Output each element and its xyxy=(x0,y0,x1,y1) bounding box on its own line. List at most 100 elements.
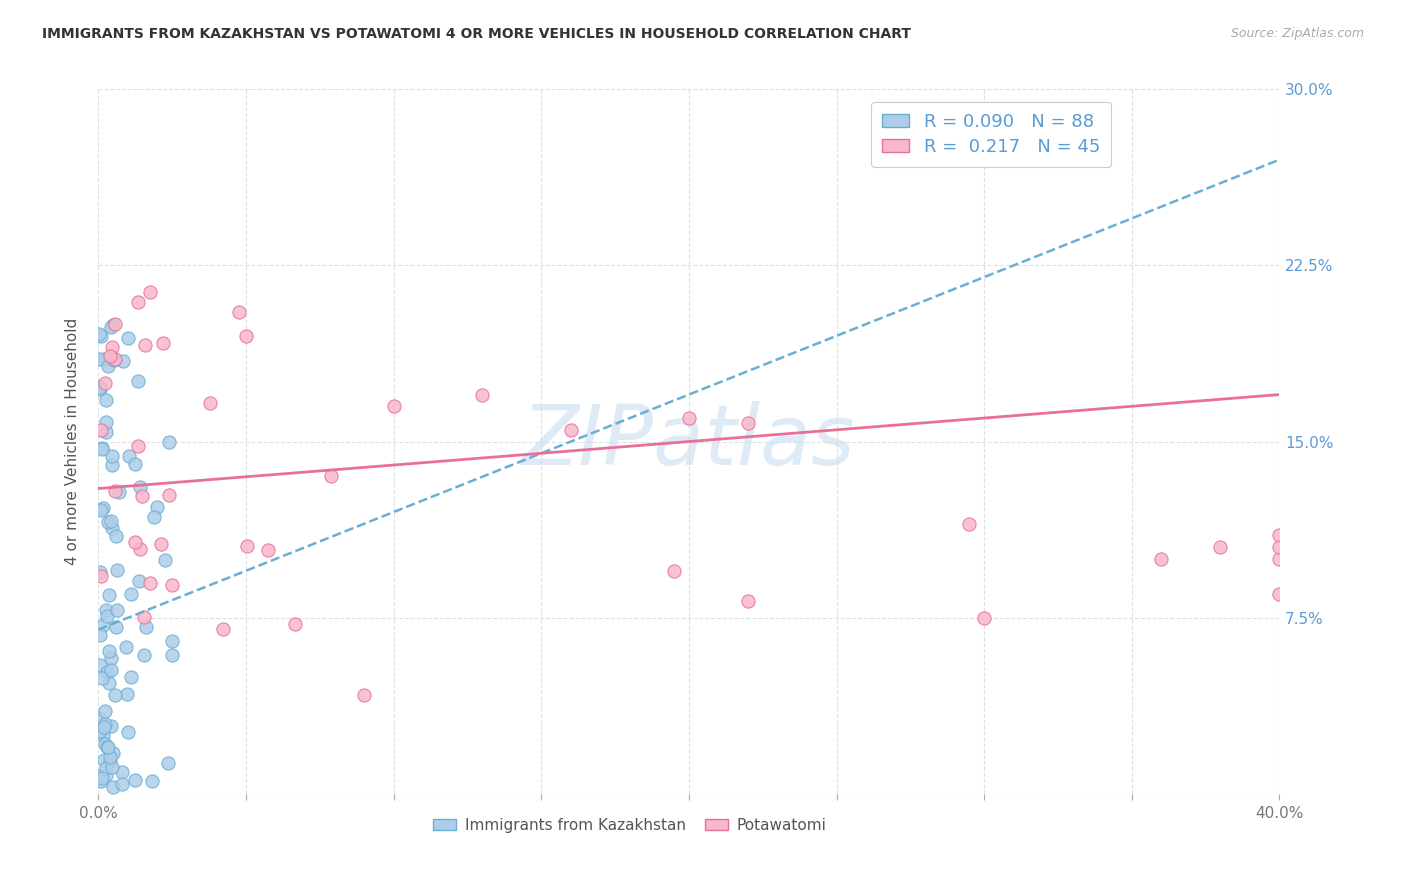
Point xyxy=(124,534,146,549)
Point xyxy=(94,737,117,751)
Point xyxy=(114,640,136,654)
Point xyxy=(103,746,125,760)
Point xyxy=(101,458,124,472)
Point xyxy=(353,688,375,702)
Point xyxy=(94,717,117,731)
Point xyxy=(98,349,121,363)
Point xyxy=(93,753,115,767)
Point xyxy=(94,768,117,782)
Point xyxy=(560,423,582,437)
Point xyxy=(737,594,759,608)
Point xyxy=(90,442,112,457)
Point xyxy=(111,777,134,791)
Point xyxy=(98,754,121,768)
Point xyxy=(96,740,118,755)
Point xyxy=(152,335,174,350)
Point xyxy=(117,725,139,739)
Point xyxy=(200,395,222,409)
Point xyxy=(142,509,165,524)
Point xyxy=(118,449,141,463)
Point xyxy=(162,634,183,648)
Point xyxy=(134,648,156,662)
Point xyxy=(283,617,305,632)
Text: Source: ZipAtlas.com: Source: ZipAtlas.com xyxy=(1230,27,1364,40)
Text: ZIPatlas: ZIPatlas xyxy=(522,401,856,482)
Point xyxy=(128,480,150,494)
Point xyxy=(146,500,169,514)
Point xyxy=(91,441,114,455)
Point xyxy=(127,374,149,388)
Y-axis label: 4 or more Vehicles in Household: 4 or more Vehicles in Household xyxy=(65,318,80,566)
Point xyxy=(97,676,120,690)
Point xyxy=(96,665,118,680)
Point xyxy=(162,577,184,591)
Point xyxy=(101,780,124,794)
Point xyxy=(90,328,112,343)
Point xyxy=(162,648,183,663)
Point xyxy=(101,318,124,332)
Point xyxy=(89,382,111,396)
Point xyxy=(212,622,235,636)
Point xyxy=(103,483,125,498)
Point xyxy=(105,603,128,617)
Point xyxy=(1268,528,1291,542)
Point xyxy=(91,500,114,515)
Point xyxy=(89,658,111,673)
Point xyxy=(89,724,111,739)
Point xyxy=(105,563,128,577)
Point xyxy=(93,352,115,367)
Legend: Immigrants from Kazakhstan, Potawatomi: Immigrants from Kazakhstan, Potawatomi xyxy=(427,812,832,839)
Point xyxy=(110,764,132,779)
Point xyxy=(134,338,156,352)
Point xyxy=(1150,552,1173,566)
Point xyxy=(157,488,180,502)
Point xyxy=(235,328,257,343)
Point xyxy=(100,719,122,733)
Point xyxy=(89,379,111,393)
Point xyxy=(96,516,118,530)
Point xyxy=(94,393,117,408)
Point xyxy=(141,774,163,789)
Point xyxy=(100,514,122,528)
Point xyxy=(94,376,117,391)
Point xyxy=(104,688,127,702)
Point xyxy=(100,664,122,678)
Point xyxy=(111,354,134,368)
Point xyxy=(124,772,146,787)
Point xyxy=(1268,540,1291,554)
Point xyxy=(96,425,118,439)
Point xyxy=(89,712,111,726)
Point xyxy=(1268,552,1291,566)
Point xyxy=(90,671,112,685)
Point xyxy=(97,740,120,755)
Point xyxy=(100,319,122,334)
Point xyxy=(153,553,176,567)
Point xyxy=(973,610,995,624)
Point xyxy=(100,760,122,774)
Point xyxy=(90,503,112,517)
Point xyxy=(105,528,128,542)
Point xyxy=(382,399,405,413)
Point xyxy=(100,651,122,665)
Point xyxy=(737,416,759,430)
Point xyxy=(94,761,117,775)
Point xyxy=(321,468,343,483)
Point xyxy=(98,588,121,602)
Point xyxy=(236,539,259,553)
Point xyxy=(90,773,112,788)
Point xyxy=(101,521,124,535)
Point xyxy=(132,609,155,624)
Point xyxy=(228,305,250,319)
Point xyxy=(94,603,117,617)
Point xyxy=(103,353,125,368)
Point xyxy=(89,628,111,642)
Point xyxy=(94,704,117,718)
Point xyxy=(117,686,139,700)
Point xyxy=(127,439,149,453)
Point xyxy=(124,457,146,471)
Point xyxy=(157,435,180,450)
Point xyxy=(98,749,121,764)
Point xyxy=(120,586,142,600)
Point xyxy=(120,670,142,684)
Point xyxy=(678,411,700,425)
